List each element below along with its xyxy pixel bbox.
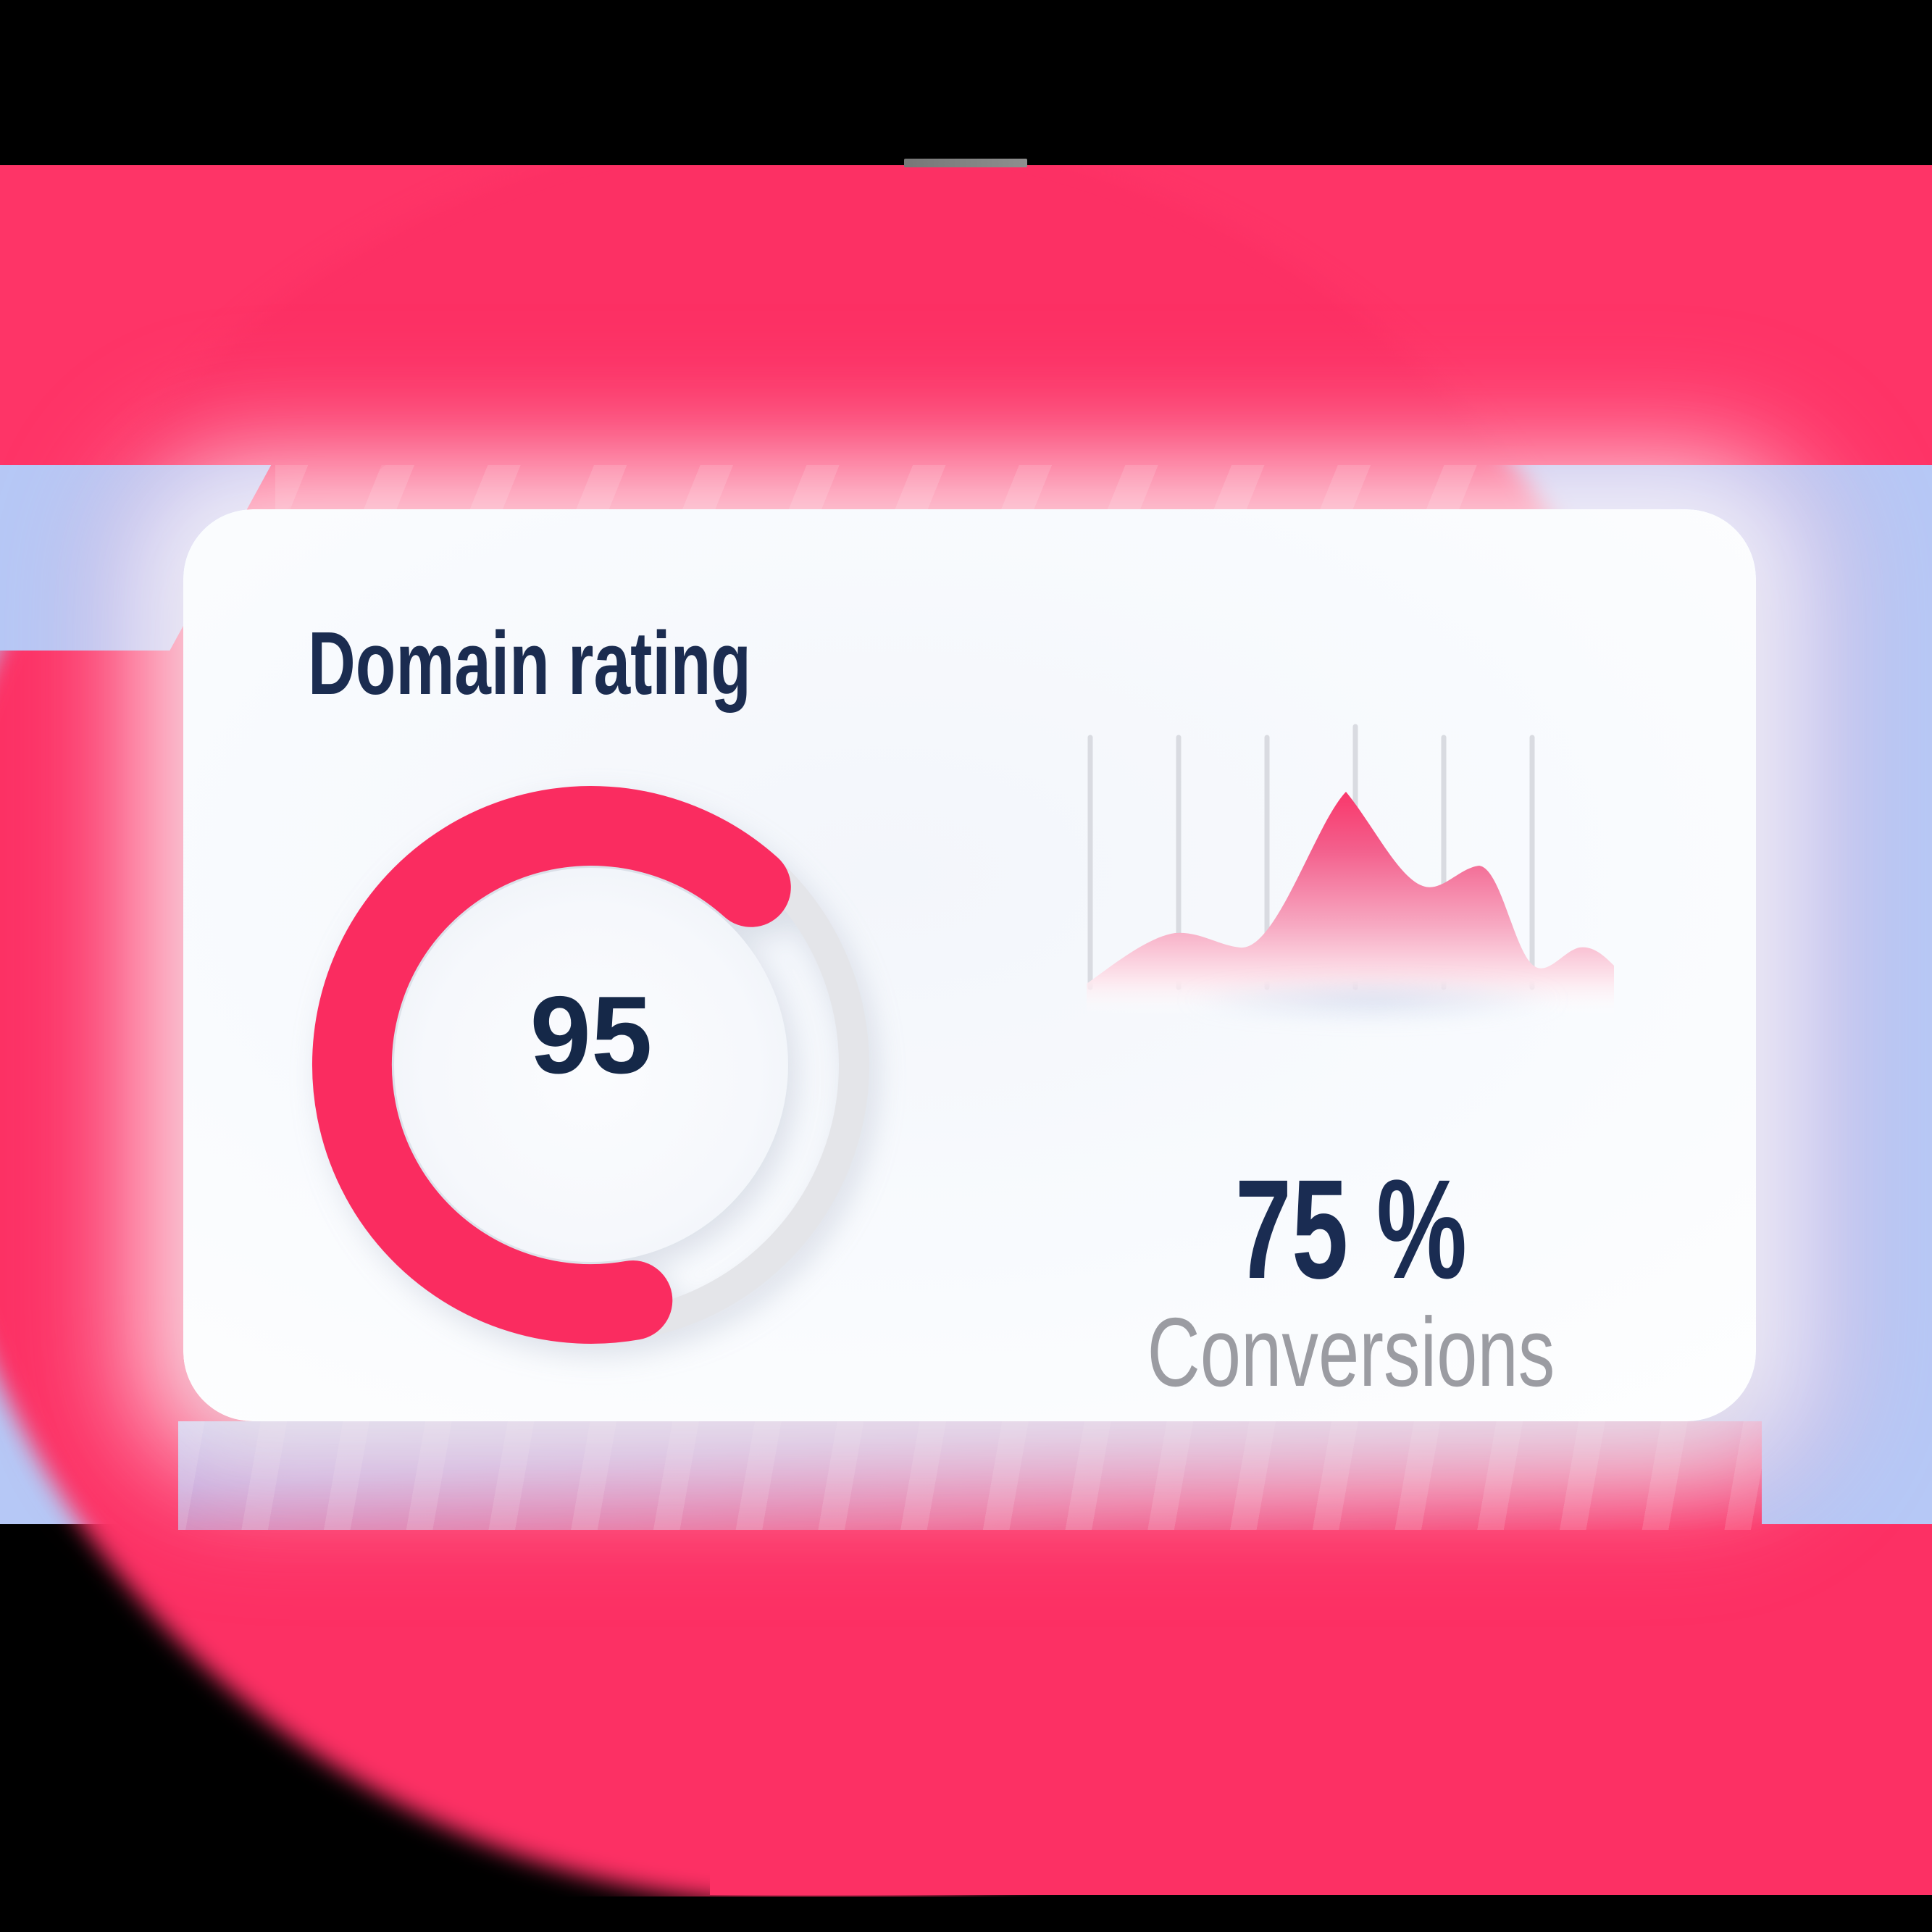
area-series	[1087, 792, 1614, 1016]
gauge-arc	[312, 786, 791, 1345]
gauge-value: 95	[530, 974, 653, 1097]
diagonal-streaks-overlay	[275, 465, 1521, 511]
conversions-label: Conversions	[1147, 1297, 1555, 1407]
vertical-gridlines	[1087, 724, 1535, 990]
bottom-pink-band	[710, 1524, 1932, 1895]
chart-soft-shadow	[1097, 973, 1648, 1026]
gauge-inner-disc	[394, 868, 788, 1262]
card-under-glow-band	[178, 1421, 1762, 1530]
domain-rating-gauge: 95	[305, 779, 877, 1351]
top-gray-bar	[904, 159, 1027, 167]
gauge-chart	[312, 786, 869, 1345]
conversions-area-chart	[1087, 724, 1614, 1016]
conversions-percent: 75 %	[1234, 1150, 1468, 1308]
card-title: Domain rating	[308, 614, 751, 714]
stats-card: Domain rating 95	[183, 509, 1756, 1421]
